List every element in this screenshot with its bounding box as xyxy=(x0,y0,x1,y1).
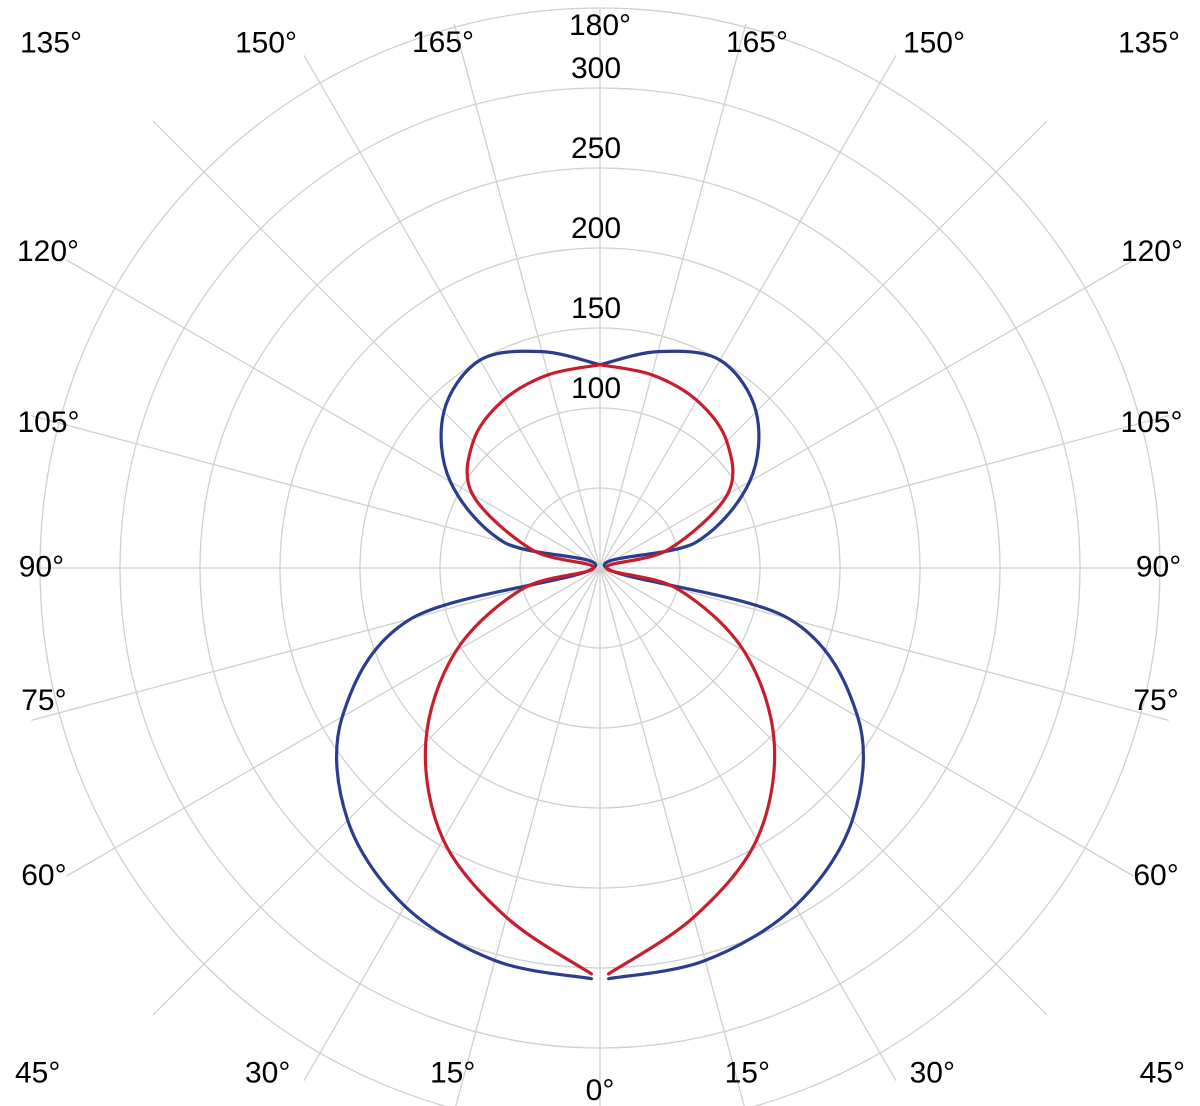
svg-text:90°: 90° xyxy=(19,550,64,583)
svg-text:45°: 45° xyxy=(1140,1057,1185,1090)
svg-text:75°: 75° xyxy=(1133,684,1178,717)
svg-text:165°: 165° xyxy=(726,26,788,59)
svg-text:30°: 30° xyxy=(910,1057,955,1090)
svg-text:105°: 105° xyxy=(1120,406,1182,439)
svg-text:105°: 105° xyxy=(18,406,80,439)
svg-text:200: 200 xyxy=(571,212,621,245)
svg-text:120°: 120° xyxy=(17,235,79,268)
svg-text:15°: 15° xyxy=(430,1057,475,1090)
svg-text:60°: 60° xyxy=(21,859,66,892)
svg-text:120°: 120° xyxy=(1121,235,1183,268)
svg-text:100: 100 xyxy=(571,372,621,405)
svg-text:250: 250 xyxy=(571,132,621,165)
svg-text:45°: 45° xyxy=(15,1057,60,1090)
svg-text:150°: 150° xyxy=(235,27,297,60)
svg-text:15°: 15° xyxy=(725,1057,770,1090)
svg-text:150: 150 xyxy=(571,292,621,325)
svg-text:150°: 150° xyxy=(903,27,965,60)
svg-text:300: 300 xyxy=(571,52,621,85)
svg-text:180°: 180° xyxy=(569,9,631,42)
svg-text:30°: 30° xyxy=(245,1057,290,1090)
svg-text:135°: 135° xyxy=(20,27,82,60)
svg-text:0°: 0° xyxy=(586,1074,615,1106)
svg-text:165°: 165° xyxy=(412,26,474,59)
svg-text:75°: 75° xyxy=(21,684,66,717)
svg-text:90°: 90° xyxy=(1136,550,1181,583)
svg-text:135°: 135° xyxy=(1118,27,1180,60)
svg-text:60°: 60° xyxy=(1133,859,1178,892)
